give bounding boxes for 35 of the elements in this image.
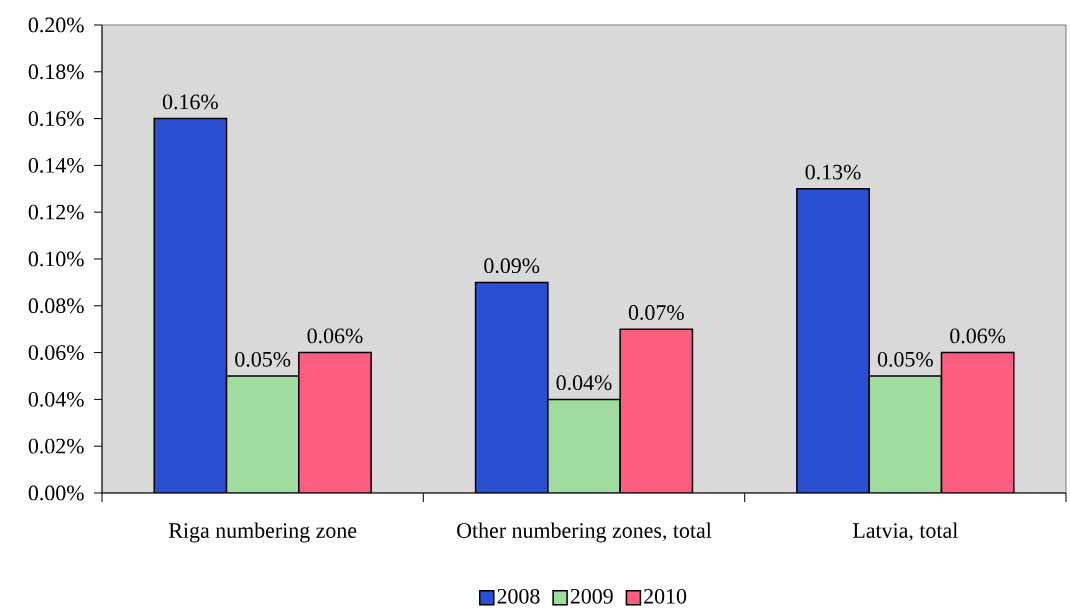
bar [153,117,228,493]
data-label: 0.05% [235,351,291,367]
y-tick-label: 0.10% [28,251,84,267]
data-label: 0.06% [950,328,1006,344]
bar [796,188,870,493]
y-tick-label: 0.02% [28,438,84,454]
y-tick-label: 0.08% [28,298,84,314]
y-tick-label: 0.06% [28,345,84,361]
data-label: 0.07% [628,305,684,320]
bar [940,351,1015,493]
y-tick-label: 0.00% [28,485,84,501]
bar [225,375,300,493]
data-label: 0.13% [805,164,861,180]
bar [298,351,372,493]
y-tick-label: 0.14% [28,157,84,173]
x-tick-label: Latvia, total [853,522,958,542]
bar [619,328,694,493]
y-tick-label: 0.16% [28,111,84,127]
data-label: 0.05% [877,351,933,367]
y-tick-label: 0.12% [28,204,84,220]
x-tick-label: Riga numbering zone [168,522,357,543]
bar [474,281,549,493]
y-tick-label: 0.18% [28,64,84,80]
bar [547,398,621,493]
data-label: 0.04% [556,375,612,391]
data-label: 0.06% [307,328,363,344]
data-label: 0.09% [484,258,540,274]
x-tick-label: Other numbering zones, total [457,522,712,543]
y-tick-label: 0.04% [28,391,84,407]
legend-label: 2008 [497,588,540,604]
legend-label: 2009 [570,588,613,604]
legend-label: 2010 [644,588,687,604]
bar [868,375,943,493]
y-tick-label: 0.20% [28,17,84,33]
data-label: 0.16% [162,94,218,110]
